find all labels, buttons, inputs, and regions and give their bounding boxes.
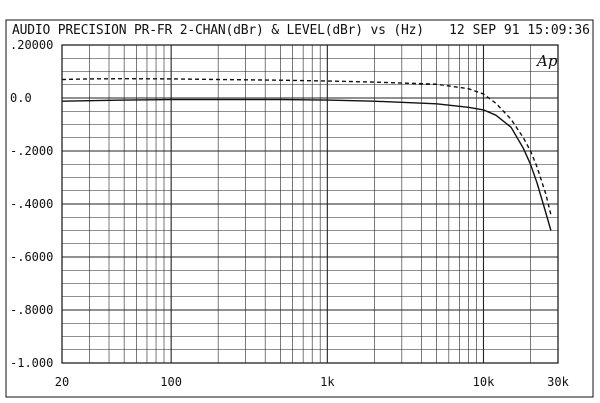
x-tick-label: 30k: [547, 375, 569, 389]
x-tick-label: 20: [55, 375, 69, 389]
y-tick-label: 0.0: [10, 91, 32, 105]
audio-precision-logo: Ap: [535, 52, 558, 70]
x-tick-label: 100: [160, 375, 182, 389]
y-tick-label: -.6000: [10, 250, 53, 264]
series-line-dashed: [61, 77, 552, 215]
y-tick-label: -1.000: [10, 356, 53, 370]
x-axis-tick-labels: 20 100 1k 10k 30k: [55, 375, 570, 389]
x-tick-label: 10k: [473, 375, 495, 389]
y-axis-tick-labels: .20000 0.0 -.2000 -.4000 -.6000 -.8000 -1.000: [10, 38, 53, 370]
x-tick-label: 1k: [320, 375, 335, 389]
chart-series-group: [61, 77, 552, 231]
chart-title: AUDIO PRECISION PR-FR 2-CHAN(dBr) & LEVE…: [12, 23, 424, 38]
chart-header: AUDIO PRECISION PR-FR 2-CHAN(dBr) & LEVE…: [0, 0, 600, 42]
chart-grid: [62, 45, 558, 363]
series-line-solid: [61, 98, 552, 231]
y-tick-label: -.2000: [10, 144, 53, 158]
y-tick-label: .20000: [10, 38, 53, 52]
chart-outer-frame: [5, 19, 594, 398]
y-tick-label: -.8000: [10, 303, 53, 317]
y-tick-label: -.4000: [10, 197, 53, 211]
chart-timestamp: 12 SEP 91 15:09:36: [449, 23, 590, 38]
